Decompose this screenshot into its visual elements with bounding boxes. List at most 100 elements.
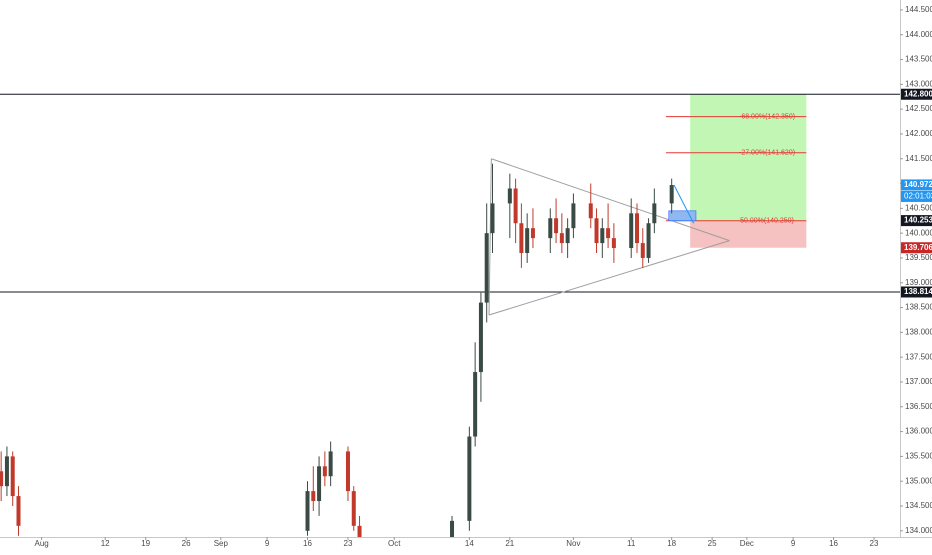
x-tick-label: Sep: [214, 539, 229, 548]
y-tick-label: 136.000: [905, 427, 932, 436]
price-label: 138.814: [904, 287, 932, 296]
countdown: 02:01:03: [904, 192, 932, 201]
x-tick-label: 12: [101, 539, 110, 548]
candle-body: [588, 203, 593, 219]
price-label-bg: [901, 242, 932, 254]
fib-label: -68.00%(142.350): [739, 113, 795, 120]
y-tick-label: 134.500: [905, 501, 932, 510]
price-label: 140.972: [904, 180, 932, 189]
x-tick-label: 26: [182, 539, 191, 548]
candle-body: [519, 223, 524, 253]
triangle-edge: [488, 240, 730, 316]
y-tick-label: 140.000: [905, 228, 932, 237]
candle-body: [554, 218, 559, 234]
x-tick-label: 9: [791, 539, 796, 548]
price-label: 142.800: [904, 89, 932, 98]
x-tick-label: Aug: [35, 539, 49, 548]
candle-body: [629, 213, 634, 249]
plot-area: -68.00%(142.350) -27.00%(141.620) 50.00%(1…: [0, 93, 900, 537]
x-tick-label: 18: [667, 539, 676, 548]
candle-body: [565, 228, 570, 244]
y-tick-label: 138.000: [905, 327, 932, 336]
price-label-bg: [901, 215, 932, 227]
stop-zone: [690, 220, 807, 248]
candle-body: [328, 451, 333, 477]
triangle-edge: [488, 158, 492, 316]
y-tick-label: 137.500: [905, 352, 932, 361]
y-tick-label: 142.500: [905, 104, 932, 113]
y-tick-label: 143.500: [905, 55, 932, 64]
candle-body: [652, 203, 657, 224]
y-tick-label: 135.500: [905, 451, 932, 460]
y-tick-label: 140.500: [905, 203, 932, 212]
candle-body: [467, 436, 472, 521]
price-label-bg: [901, 286, 932, 298]
candle-body: [646, 223, 651, 258]
candle-body: [311, 491, 316, 502]
candle-body: [634, 213, 639, 244]
candle-body: [478, 302, 483, 373]
y-tick-label: 142.000: [905, 129, 932, 138]
x-tick-label: Nov: [566, 539, 580, 548]
candle-body: [600, 228, 605, 244]
x-tick-label: 9: [265, 539, 270, 548]
x-tick-label: 25: [708, 539, 717, 548]
candle-body: [305, 491, 310, 531]
candle-body: [559, 233, 564, 244]
x-tick-label: 23: [870, 539, 879, 548]
y-tick-label: 137.000: [905, 377, 932, 386]
candle-body: [357, 525, 362, 537]
candle-body: [345, 451, 350, 492]
fib-label: -27.00%(141.620): [739, 150, 795, 157]
price-label-bg: [901, 88, 932, 100]
x-tick-label: 21: [505, 539, 514, 548]
candle-body: [669, 185, 674, 204]
candle-body: [4, 456, 9, 487]
x-tick-label: 11: [627, 539, 636, 548]
y-tick-label: 141.500: [905, 154, 932, 163]
x-tick-label: Dec: [740, 539, 754, 548]
price-label-bg: [901, 179, 932, 191]
candle-body: [640, 243, 645, 258]
candle-body: [10, 456, 15, 497]
candle-body: [611, 238, 616, 249]
candle-body: [606, 228, 611, 239]
triangle-edge: [491, 158, 730, 242]
arrow-line: [673, 184, 695, 224]
y-tick-label: 139.500: [905, 253, 932, 262]
y-tick-label: 135.000: [905, 476, 932, 485]
x-tick-label: 16: [303, 539, 312, 548]
y-tick-label: 144.500: [905, 5, 932, 14]
candle-body: [548, 218, 553, 239]
x-tick-label: 23: [344, 539, 353, 548]
candle-body: [513, 188, 518, 224]
candle-body: [0, 471, 4, 487]
candle-body: [507, 188, 512, 204]
candle-body: [594, 218, 599, 244]
candle-body: [450, 520, 455, 537]
y-tick-label: 136.500: [905, 402, 932, 411]
y-tick-label: 134.000: [905, 526, 932, 535]
countdown-bg: [901, 190, 932, 202]
y-tick-label: 138.500: [905, 303, 932, 312]
y-tick-label: 144.000: [905, 30, 932, 39]
fib-label: 50.00%(140.250): [740, 218, 794, 225]
candle-body: [317, 466, 322, 502]
x-tick-label: 19: [141, 539, 150, 548]
x-tick-label: 16: [829, 539, 838, 548]
x-tick-label: Oct: [388, 539, 401, 548]
price-label: 139.706: [904, 243, 932, 252]
candle-body: [490, 203, 495, 234]
candle-body: [530, 228, 535, 239]
highlight-box: [668, 210, 697, 222]
y-tick-label: 143.000: [905, 79, 932, 88]
candle-body: [473, 372, 478, 437]
price-label: 140.253: [904, 216, 932, 225]
y-tick-label: 139.000: [905, 278, 932, 287]
target-zone: [690, 94, 807, 221]
candle-body: [571, 203, 576, 229]
candle-body: [484, 233, 489, 303]
x-tick-label: 14: [465, 539, 474, 548]
